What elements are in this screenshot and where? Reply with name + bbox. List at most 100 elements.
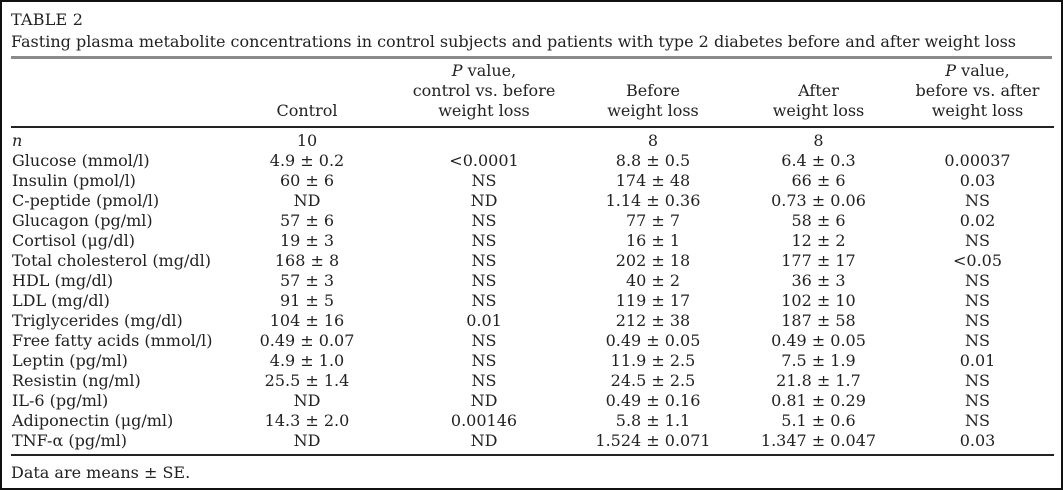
cell: 168 ± 8 [274,251,340,270]
table-row: n 10 8 8 [11,127,1054,151]
cell: 0.00037 [944,151,1011,170]
row-label: Insulin (pmol/l) [12,171,136,190]
cell: 16 ± 1 [625,231,681,250]
table-row: C-peptide (pmol/l) ND ND 1.14 ± 0.36 0.73 ± … [11,191,1054,211]
cell: 8 [813,131,824,150]
cell: 0.49 ± 0.05 [771,331,866,350]
cell: 1.347 ± 0.047 [760,431,877,450]
cell: NS [471,371,497,390]
cell: NS [471,331,497,350]
cell: 0.49 ± 0.05 [605,331,701,350]
column-header-0 [11,61,216,127]
cell: 202 ± 18 [615,251,691,270]
cell [398,127,570,151]
row-label: Free fatty acids (mmol/l) [12,331,213,350]
cell: 4.9 ± 0.2 [269,151,345,170]
cell: <0.05 [952,251,1003,270]
cell: 0.81 ± 0.29 [771,391,866,410]
table-row: IL-6 (pg/ml) ND ND 0.49 ± 0.16 0.81 ± 0.29 NS [11,391,1054,411]
cell: 40 ± 2 [625,271,681,290]
metabolite-table: Control P value, control vs. before weight … [11,61,1054,456]
table-row: Glucose (mmol/l) 4.9 ± 0.2 <0.0001 8.8 ± 0.… [11,151,1054,171]
cell: NS [965,411,990,430]
cell: 21.8 ± 1.7 [776,371,861,390]
cell: ND [293,191,321,210]
cell: NS [471,251,497,270]
cell: NS [471,171,497,190]
cell: NS [965,331,990,350]
row-label: Resistin (ng/ml) [12,371,141,390]
cell: 6.4 ± 0.3 [781,151,856,170]
cell: NS [471,211,497,230]
row-label: Glucose (mmol/l) [12,151,150,170]
cell: 0.73 ± 0.06 [771,191,866,210]
cell: NS [471,271,497,290]
cell: 77 ± 7 [625,211,681,230]
cell: 0.49 ± 0.16 [605,391,701,410]
table-label: TABLE 2 [11,10,84,29]
row-label: C-peptide (pmol/l) [12,191,160,210]
column-header-3: Before weight loss [607,81,699,120]
table-row: LDL (mg/dl) 91 ± 5 NS 119 ± 17 102 ± 10 NS [11,291,1054,311]
column-header-2: P value, control vs. before weight loss [412,61,556,120]
cell: 10 [296,131,318,150]
cell: ND [470,391,498,410]
cell: NS [965,271,990,290]
cell: 212 ± 38 [615,311,691,330]
cell: 104 ± 16 [269,311,345,330]
cell: <0.0001 [449,151,519,170]
cell: NS [965,391,990,410]
cell: 12 ± 2 [791,231,846,250]
cell: 4.9 ± 1.0 [269,351,345,370]
cell: 5.8 ± 1.1 [615,411,691,430]
title-rule [11,56,1052,59]
table-row: HDL (mg/dl) 57 ± 3 NS 40 ± 2 36 ± 3 NS [11,271,1054,291]
table-row: Insulin (pmol/l) 60 ± 6 NS 174 ± 48 66 ± 6 0.… [11,171,1054,191]
cell: 7.5 ± 1.9 [781,351,856,370]
cell: 0.01 [959,351,996,370]
cell: 1.14 ± 0.36 [605,191,701,210]
cell: NS [965,291,990,310]
cell: 66 ± 6 [791,171,846,190]
cell: 102 ± 10 [781,291,856,310]
cell: 8.8 ± 0.5 [615,151,691,170]
table-caption: Fasting plasma metabolite concentrations… [11,32,1016,51]
cell: 25.5 ± 1.4 [264,371,350,390]
cell: 11.9 ± 2.5 [610,351,696,370]
cell: NS [965,231,990,250]
cell: ND [293,391,321,410]
cell: 0.49 ± 0.07 [259,331,355,350]
table-body: n 10 8 8 Glucose (mmol/l) 4.9 ± 0.2 <0.0001 8.8… [11,127,1054,455]
cell: NS [965,191,990,210]
cell: 57 ± 6 [279,211,335,230]
cell: NS [965,371,990,390]
row-label: Glucagon (pg/ml) [12,211,153,230]
cell: ND [470,431,498,450]
row-label: Leptin (pg/ml) [12,351,128,370]
row-label: LDL (mg/dl) [12,291,110,310]
table-row: Glucagon (pg/ml) 57 ± 6 NS 77 ± 7 58 ± 6 0.02 [11,211,1054,231]
table-row: Free fatty acids (mmol/l) 0.49 ± 0.07 NS 0.… [11,331,1054,351]
cell: ND [470,191,498,210]
row-label: IL-6 (pg/ml) [12,391,109,410]
column-header-1: Control [276,101,338,120]
cell: 1.524 ± 0.071 [595,431,711,450]
column-header-4: After weight loss [772,81,865,120]
cell: 24.5 ± 2.5 [610,371,696,390]
cell: 91 ± 5 [279,291,335,310]
table-header: Control P value, control vs. before weight … [11,61,1054,127]
cell: 187 ± 58 [781,311,856,330]
table-row: Triglycerides (mg/dl) 104 ± 16 0.01 212 ± 3… [11,311,1054,331]
row-label: n [12,131,23,150]
cell: 14.3 ± 2.0 [264,411,350,430]
cell: 0.02 [959,211,996,230]
row-label: Total cholesterol (mg/dl) [12,251,211,270]
row-label: Cortisol (μg/dl) [12,231,135,250]
cell: 174 ± 48 [615,171,691,190]
table-row: Total cholesterol (mg/dl) 168 ± 8 NS 202 ± … [11,251,1054,271]
table-row: Leptin (pg/ml) 4.9 ± 1.0 NS 11.9 ± 2.5 7.5 ±… [11,351,1054,371]
cell: 177 ± 17 [781,251,856,270]
row-label: Triglycerides (mg/dl) [12,311,183,330]
cell: NS [471,231,497,250]
